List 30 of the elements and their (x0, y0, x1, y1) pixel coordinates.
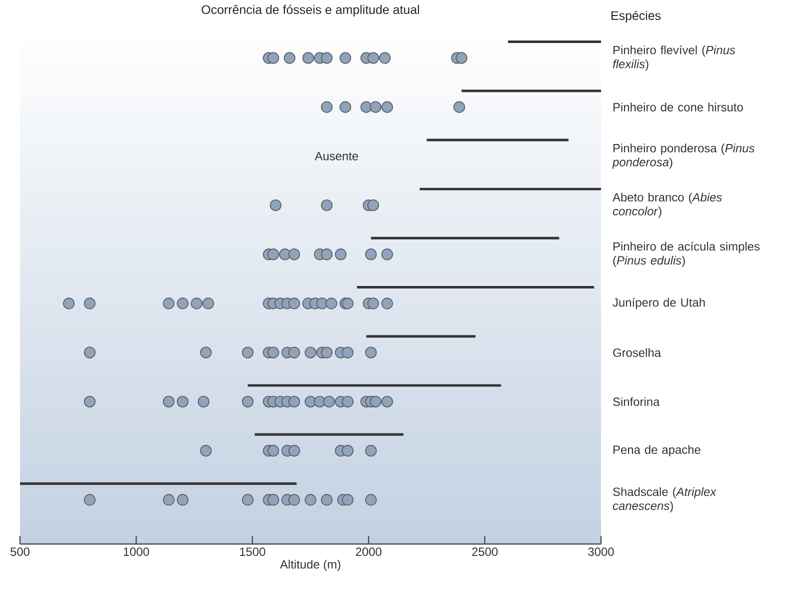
bar (248, 384, 502, 387)
bar (366, 335, 476, 338)
category-label: Pinheiro flevível (Pinus flexilis) (612, 45, 736, 71)
bar (426, 138, 568, 142)
y-tick-label: Shadscale (Atriplex canescens) (612, 487, 717, 512)
y-tick-label: Groselha (613, 348, 662, 357)
y-tick-label: Pena de apache (614, 445, 700, 456)
x-axis-title: Altitude (m) (280, 560, 340, 571)
annotation: Ausente (314, 152, 358, 160)
bar (370, 236, 560, 240)
bar (508, 40, 602, 44)
x-tick-label: 500 (10, 548, 30, 556)
x-tick-label: 3000 (588, 548, 614, 556)
x-tick-label: 2000 (356, 548, 382, 556)
x-tick-label: 1000 (124, 548, 150, 556)
bar (462, 90, 602, 92)
y-tick-label: Pinheiro de cone hirsuto (614, 102, 743, 112)
bar (254, 433, 404, 436)
y-axis-title: Espécies (612, 10, 661, 22)
category-label: Pinheiro ponderosa (Pinus ponderosa) (612, 144, 754, 169)
x-tick-label: 2500 (472, 548, 498, 556)
chart-title: Ocorrência de fósseis e amplitude atual (202, 4, 420, 16)
bar (20, 482, 297, 485)
bar (356, 286, 594, 288)
x-tick-label: 1500 (240, 548, 266, 556)
y-tick-label: Pinheiro de acícula simples (Pinus edulis) (613, 242, 760, 267)
y-tick-label: Junípero de Utah (612, 298, 705, 310)
bar (420, 188, 602, 190)
category-label: Abeto branco (Abies concolor) (612, 192, 722, 218)
y-tick-label: Sinforina (613, 397, 660, 406)
